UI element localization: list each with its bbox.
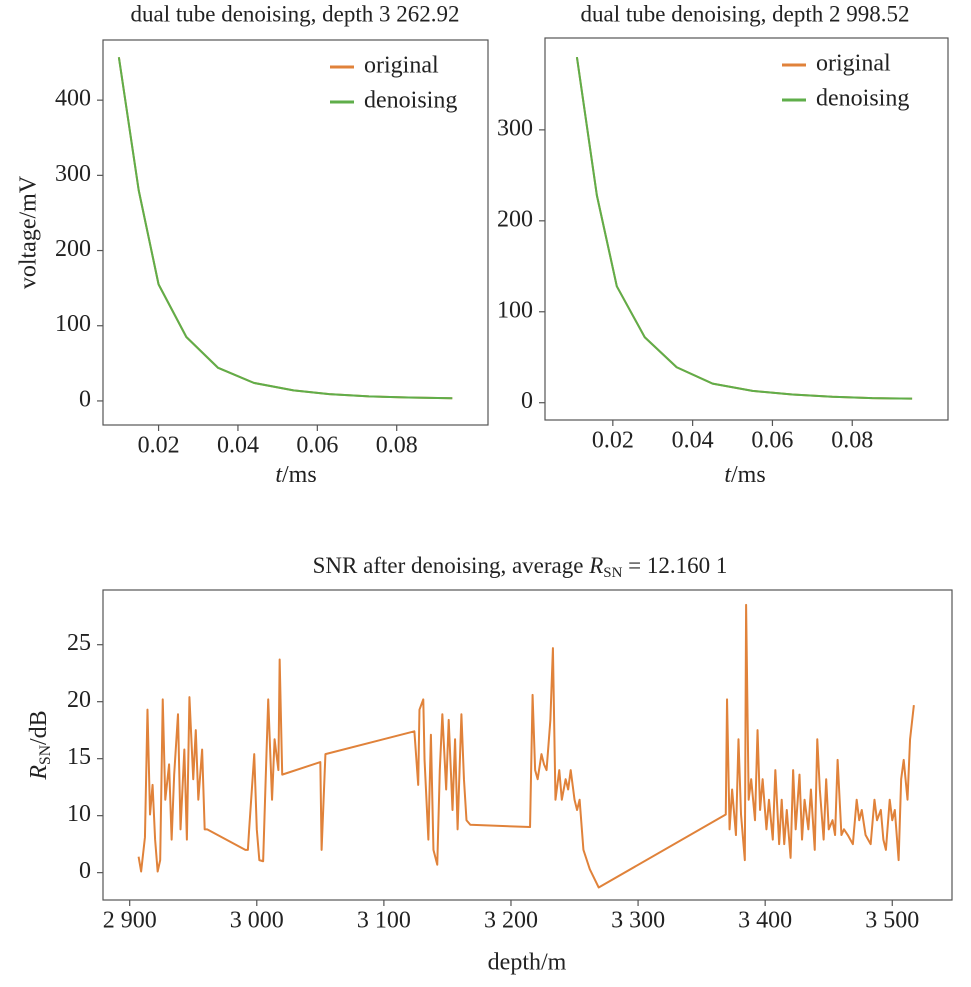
x-tick-label: 0.06 <box>296 433 338 459</box>
y-tick-label: 400 <box>55 86 91 112</box>
x-tick-label: 3 400 <box>738 908 792 934</box>
y-axis-label-part: /dB <box>26 710 52 745</box>
chart-title: dual tube denoising, depth 3 262.92 <box>131 1 460 26</box>
x-tick-label: 0.08 <box>831 428 873 454</box>
y-tick-label: 200 <box>55 236 91 262</box>
x-axis-label-part: t <box>724 462 732 488</box>
y-tick-label: 15 <box>67 744 91 770</box>
chart-title-part: R <box>588 553 603 578</box>
legend-label: original <box>816 51 891 77</box>
y-axis-label: RSN/dB <box>26 710 54 780</box>
x-tick-label: 2 900 <box>103 908 157 934</box>
chart-title: dual tube denoising, depth 2 998.52 <box>581 1 910 26</box>
y-tick-label: 300 <box>55 161 91 187</box>
chart-title-part: = 12.160 1 <box>622 553 727 578</box>
x-tick-label: 3 200 <box>484 908 538 934</box>
y-tick-label: 0 <box>79 386 91 412</box>
x-tick-label: 3 300 <box>611 908 665 934</box>
data-line <box>137 603 915 889</box>
x-tick-label: 3 100 <box>357 908 411 934</box>
data-line <box>575 56 913 400</box>
y-axis-label: voltage/mV <box>16 175 42 289</box>
plot-frame <box>102 39 489 426</box>
y-tick-label: 0 <box>79 858 91 884</box>
legend-label: denoising <box>364 88 457 114</box>
y-axis-label-part: SN <box>37 745 54 765</box>
x-tick-label: 0.04 <box>672 428 714 454</box>
y-tick-label: 100 <box>497 297 533 323</box>
chart-title: SNR after denoising, average RSN = 12.16… <box>313 553 728 581</box>
y-tick-label: 20 <box>67 687 91 713</box>
x-axis-label-part: t <box>275 462 283 488</box>
x-axis-label: depth/m <box>488 950 567 976</box>
x-tick-label: 0.04 <box>217 433 259 459</box>
y-tick-label: 300 <box>497 115 533 141</box>
chart-title-part: SNR after denoising, average <box>313 553 590 578</box>
legend-label: denoising <box>816 86 909 112</box>
x-tick-label: 0.06 <box>751 428 793 454</box>
plot-frame <box>102 589 953 901</box>
x-axis-label-part: /ms <box>731 462 766 488</box>
x-tick-label: 3 500 <box>865 908 919 934</box>
y-tick-label: 100 <box>55 311 91 337</box>
y-tick-label: 10 <box>67 801 91 827</box>
y-axis-label-part: R <box>26 765 52 781</box>
plot-frame <box>544 37 949 421</box>
data-line <box>117 57 453 400</box>
x-tick-label: 0.02 <box>592 428 634 454</box>
x-tick-label: 3 000 <box>230 908 284 934</box>
x-tick-label: 0.08 <box>376 433 418 459</box>
y-tick-label: 25 <box>67 630 91 656</box>
x-axis-label: t/ms <box>724 462 765 488</box>
y-tick-label: 0 <box>521 388 533 414</box>
x-tick-label: 0.02 <box>138 433 180 459</box>
x-axis-label: t/ms <box>275 462 316 488</box>
y-tick-label: 200 <box>497 206 533 232</box>
legend-label: original <box>364 53 439 79</box>
x-axis-label-part: /ms <box>282 462 317 488</box>
chart-title-part: SN <box>603 565 622 581</box>
